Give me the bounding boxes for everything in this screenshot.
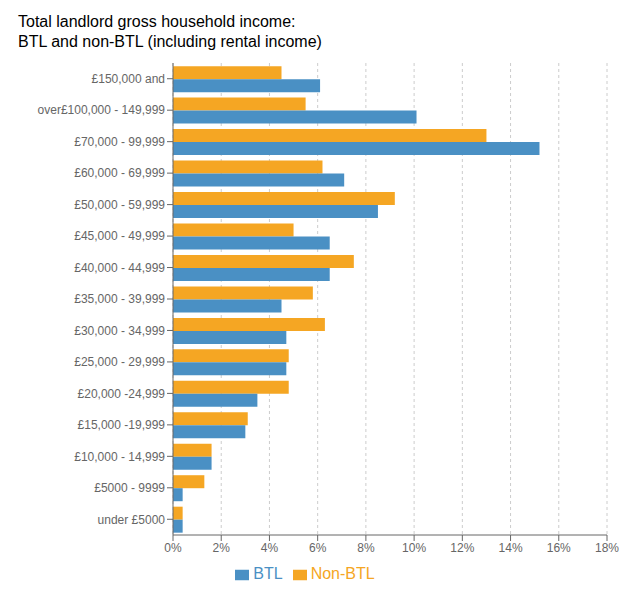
svg-text:under £5000: under £5000 [98,513,166,527]
html-text:Total landlord gross household: Total landlord gross household income: [18,13,296,30]
html-text:BTL and non-BTL (including ren: BTL and non-BTL (including rental income… [18,33,322,50]
svg-text:£20,000 -24,999: £20,000 -24,999 [78,387,166,401]
svg-text:over£100,000 - 149,999: over£100,000 - 149,999 [38,103,166,117]
svg-text:£150,000 and: £150,000 and [92,72,165,86]
svg-text:4%: 4% [261,541,279,555]
svg-text:£30,000 - 34,999: £30,000 - 34,999 [74,324,165,338]
svg-text:£40,000 - 44,999: £40,000 - 44,999 [74,261,165,275]
svg-text:£5000 - 9999: £5000 - 9999 [94,481,165,495]
svg-text:£50,000 - 59,999: £50,000 - 59,999 [74,198,165,212]
svg-text:£25,000 - 29,999: £25,000 - 29,999 [74,355,165,369]
svg-text:£70,000 - 99,999: £70,000 - 99,999 [74,135,165,149]
svg-text:£10,000 - 14,999: £10,000 - 14,999 [74,450,165,464]
svg-text:£45,000 - 49,999: £45,000 - 49,999 [74,229,165,243]
svg-text:6%: 6% [309,541,327,555]
svg-text:12%: 12% [450,541,474,555]
svg-text:£15,000 -19,999: £15,000 -19,999 [78,418,166,432]
svg-text:0%: 0% [164,541,182,555]
svg-text:16%: 16% [547,541,571,555]
svg-text:8%: 8% [357,541,375,555]
svg-text:£60,000 - 69,999: £60,000 - 69,999 [74,166,165,180]
svg-text:2%: 2% [213,541,231,555]
html-text:Non-BTL: Non-BTL [310,565,375,582]
html-text:BTL: BTL [253,565,283,582]
svg-text:£35,000 - 39,999: £35,000 - 39,999 [74,292,165,306]
svg-text:18%: 18% [595,541,619,555]
svg-text:14%: 14% [499,541,523,555]
svg-text:10%: 10% [402,541,426,555]
